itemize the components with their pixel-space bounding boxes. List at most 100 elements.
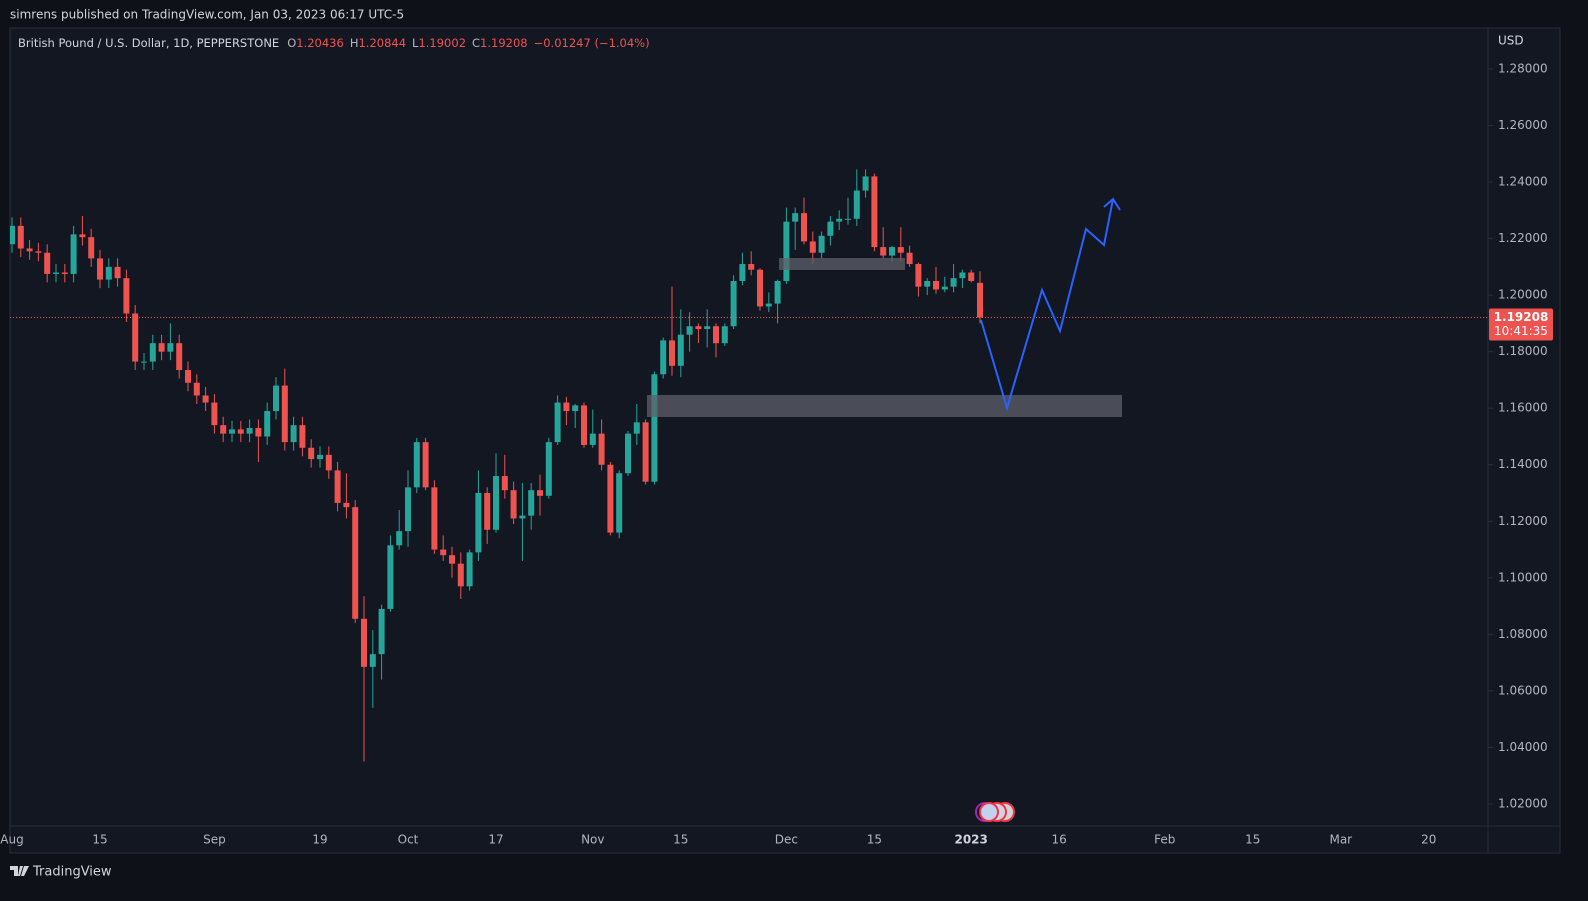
- candle-body: [352, 507, 359, 619]
- candle-body: [105, 266, 112, 280]
- legend-label: L: [412, 36, 419, 50]
- candle-body: [853, 190, 860, 219]
- candle-body: [537, 490, 543, 496]
- candle-body: [862, 176, 869, 191]
- y-tick-label: 1.04000: [1498, 740, 1548, 754]
- legend-value: 1.20844: [358, 36, 406, 50]
- candle-body: [158, 343, 165, 352]
- candle-body: [801, 213, 807, 242]
- candle-body: [378, 608, 385, 655]
- candle-body: [211, 402, 218, 426]
- candle-body: [625, 433, 631, 474]
- candle-body: [589, 433, 596, 445]
- x-tick-label: 15: [92, 833, 107, 847]
- y-tick-label: 1.06000: [1498, 683, 1548, 697]
- candle-body: [845, 218, 851, 220]
- x-tick-label: Mar: [1329, 833, 1352, 847]
- candle-body: [897, 247, 904, 253]
- candle-body: [924, 280, 931, 287]
- candle-body: [677, 334, 684, 366]
- candle-body: [748, 264, 755, 270]
- candle-body: [343, 502, 350, 508]
- publisher: simrens published on TradingView.com, Ja…: [10, 8, 404, 22]
- y-tick-label: 1.02000: [1498, 796, 1548, 810]
- candle-body: [440, 549, 447, 556]
- candle-body: [669, 340, 675, 366]
- candle-body: [229, 429, 235, 434]
- candle-body: [299, 425, 306, 448]
- projection-arrow: [1103, 197, 1121, 211]
- y-tick-label: 1.12000: [1498, 514, 1548, 528]
- candle-body: [220, 425, 227, 434]
- y-tick-label: 1.16000: [1498, 401, 1548, 415]
- y-tick-label: 1.26000: [1498, 118, 1548, 132]
- candle-body: [616, 473, 623, 533]
- candle-body: [141, 361, 147, 363]
- x-tick-label: Dec: [775, 833, 798, 847]
- last-price-label: 1.19208: [1494, 310, 1549, 324]
- chart-frame: [9, 27, 1561, 854]
- candle-body: [607, 464, 614, 533]
- candle-body: [255, 427, 262, 437]
- candle-body: [977, 282, 983, 318]
- candle-body: [10, 225, 15, 245]
- x-tick-label: Oct: [398, 833, 419, 847]
- x-tick-label: Feb: [1154, 833, 1175, 847]
- events: [975, 802, 1015, 822]
- drawings: [647, 197, 1122, 822]
- candle-body: [457, 563, 464, 587]
- countdown: 10:41:35: [1494, 324, 1548, 338]
- candle-body: [809, 241, 816, 253]
- candle-body: [739, 264, 746, 281]
- event-icon: [979, 802, 999, 822]
- candle-body: [545, 442, 552, 496]
- legend-label: C: [472, 36, 480, 50]
- zone: [779, 258, 905, 270]
- candle-body: [519, 515, 526, 519]
- candle-body: [97, 258, 103, 280]
- candle-body: [818, 235, 825, 253]
- x-tick-label: 16: [1052, 833, 1067, 847]
- candle-body: [466, 552, 473, 587]
- candle-body: [730, 280, 737, 327]
- legend-value: 1.20436: [296, 36, 344, 50]
- candle-body: [528, 490, 535, 516]
- candle-body: [26, 248, 33, 252]
- candle-body: [783, 221, 790, 281]
- candle-body: [396, 531, 403, 546]
- candle-body: [950, 278, 957, 287]
- legend-change: −0.01247 (−1.04%): [534, 36, 650, 50]
- candle-body: [968, 272, 975, 281]
- y-tick-label: 1.08000: [1498, 627, 1548, 641]
- candle-body: [334, 470, 341, 503]
- candle-body: [757, 269, 763, 307]
- legend-label: H: [350, 36, 359, 50]
- candle-body: [493, 476, 499, 530]
- candle-body: [721, 326, 728, 344]
- x-tick-label: Nov: [581, 833, 604, 847]
- legend-label: O: [287, 36, 296, 50]
- x-tick-label: Sep: [203, 833, 226, 847]
- candle-body: [88, 237, 95, 259]
- candle-body: [422, 442, 429, 488]
- y-tick-label: 1.10000: [1498, 570, 1548, 584]
- candle-body: [915, 264, 922, 287]
- candle-body: [176, 343, 183, 371]
- candle-body: [792, 213, 799, 222]
- last-price-box: [1489, 308, 1553, 341]
- x-tick-label: Aug: [0, 833, 23, 847]
- candle-body: [405, 487, 411, 532]
- x-tick-label: 2023: [954, 833, 987, 847]
- brand: TradingView: [32, 865, 112, 880]
- candle-body: [449, 555, 455, 564]
- candle-body: [660, 340, 667, 375]
- y-tick-label: 1.28000: [1498, 61, 1548, 75]
- y-tick-label: 1.20000: [1498, 288, 1548, 302]
- y-tick-label: 1.22000: [1498, 231, 1548, 245]
- x-tick-label: 20: [1421, 833, 1436, 847]
- y-tick-label: 1.18000: [1498, 344, 1548, 358]
- plot: [10, 169, 1488, 762]
- candle-body: [167, 343, 174, 352]
- candle-body: [17, 225, 24, 249]
